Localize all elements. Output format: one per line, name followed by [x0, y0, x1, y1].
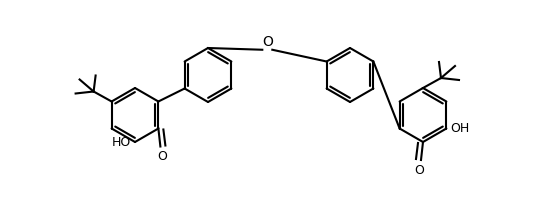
Text: O: O: [262, 35, 273, 49]
Text: OH: OH: [451, 122, 470, 135]
Text: HO: HO: [112, 136, 131, 149]
Text: O: O: [158, 151, 167, 163]
Text: O: O: [414, 164, 424, 177]
